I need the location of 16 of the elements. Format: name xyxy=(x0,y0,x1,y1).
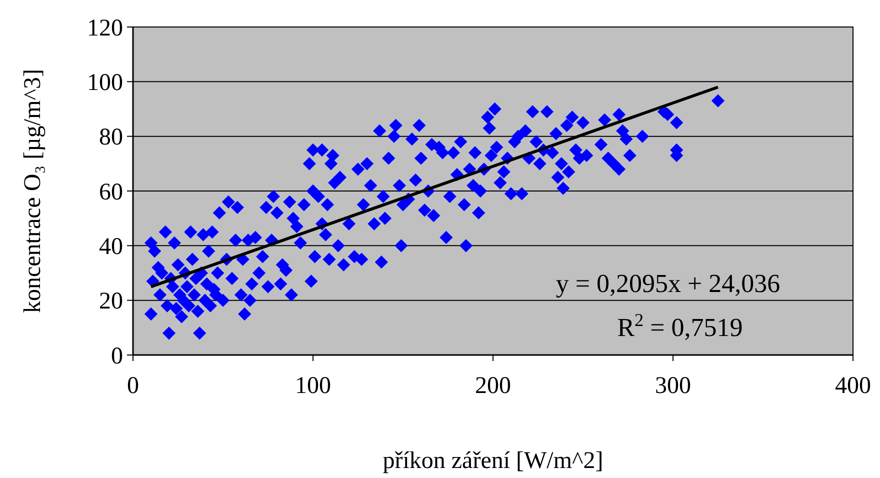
x-tick-label: 400 xyxy=(835,373,871,399)
annotation: y = 0,2095x + 24,036 xyxy=(556,269,780,298)
y-tick-label: 120 xyxy=(87,15,123,42)
y-axis-title: koncentrace O₃ [µg/m^3] xyxy=(20,68,46,314)
x-tick-label: 100 xyxy=(295,373,331,399)
x-tick-label: 200 xyxy=(475,373,511,399)
y-tick-label: 100 xyxy=(87,70,123,96)
y-tick-label: 40 xyxy=(99,234,123,260)
y-tick-label: 20 xyxy=(99,288,123,315)
y-tick-label: 80 xyxy=(99,124,123,151)
y-tick-label: 0 xyxy=(111,343,123,370)
x-tick-label: 300 xyxy=(655,373,691,399)
x-tick-label: 0 xyxy=(127,373,139,399)
annotation: R$^{2}$ = 0,7519 xyxy=(617,310,743,342)
y-tick-label: 60 xyxy=(99,179,123,206)
x-axis-title: příkon záření [W/m^2] xyxy=(382,448,604,474)
